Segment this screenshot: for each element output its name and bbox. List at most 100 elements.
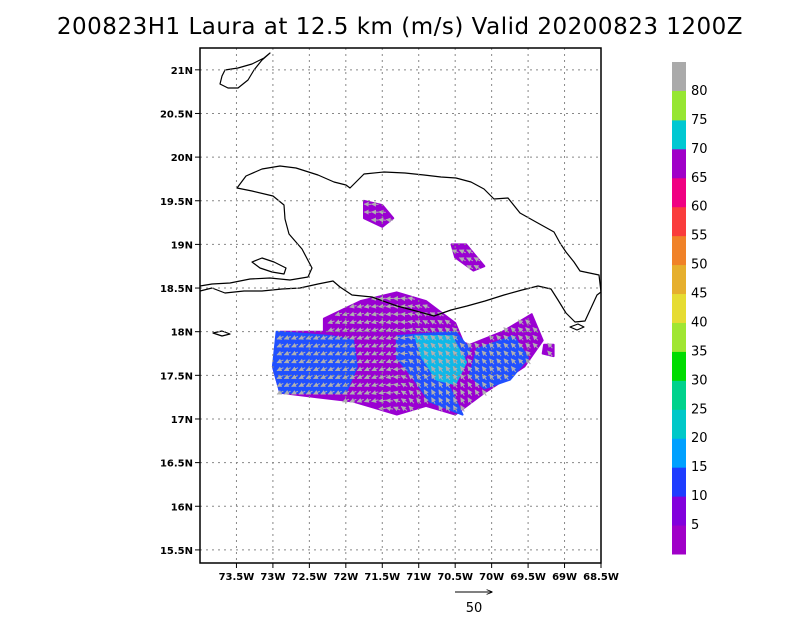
- wind-vector: [378, 398, 386, 404]
- wind-vector: [327, 335, 335, 340]
- wind-vector: [481, 350, 488, 357]
- wind-vector: [327, 374, 335, 380]
- wind-vector: [438, 405, 444, 412]
- wind-vector: [400, 405, 408, 412]
- wind-vector: [430, 342, 437, 349]
- wind-vector: [320, 342, 328, 348]
- wind-vector: [510, 358, 517, 365]
- wind-vector: [474, 366, 480, 373]
- wind-vector: [416, 389, 422, 396]
- wind-vector: [510, 366, 517, 373]
- wind-vector: [378, 209, 386, 215]
- wind-vector: [276, 382, 284, 387]
- wind-vector: [363, 311, 372, 317]
- wind-vector: [503, 366, 509, 373]
- colorbar-swatch-top: [672, 62, 686, 92]
- wind-vector: [334, 390, 342, 395]
- wind-vector: [283, 382, 291, 387]
- wind-vector: [489, 373, 495, 381]
- wind-vector: [459, 342, 466, 349]
- wind-vector: [305, 366, 313, 372]
- wind-vector: [334, 366, 342, 372]
- wind-vector: [400, 398, 408, 404]
- wind-vector: [378, 342, 386, 348]
- wind-vector: [481, 358, 487, 365]
- wind-vector: [349, 335, 357, 340]
- wind-vector: [423, 350, 429, 357]
- wind-vector: [496, 350, 502, 357]
- wind-vector: [452, 389, 458, 397]
- wind-vector: [342, 327, 350, 332]
- wind-vector: [414, 320, 423, 325]
- wind-vector: [445, 365, 451, 373]
- lat-tick-label: 16N: [171, 502, 193, 513]
- tortuga-coast: [219, 52, 271, 89]
- wind-vector: [474, 350, 480, 357]
- wind-vector: [510, 342, 517, 349]
- wind-vector: [349, 342, 357, 348]
- wind-vector: [474, 373, 480, 381]
- wind-vector: [437, 335, 444, 341]
- wind-vector: [393, 390, 401, 396]
- colorbar-label: 30: [691, 373, 708, 388]
- wind-vector: [496, 373, 502, 381]
- wind-vector: [305, 350, 313, 356]
- wind-vector: [298, 358, 306, 364]
- wind-vector: [438, 397, 444, 404]
- wind-vector: [313, 366, 321, 372]
- wind-vector: [298, 382, 306, 387]
- wind-vector: [400, 359, 408, 364]
- wind-vector: [385, 406, 394, 412]
- colorbar-swatch: [672, 148, 686, 179]
- wind-vector: [474, 358, 480, 365]
- wind-vector: [371, 327, 379, 333]
- wind-vector: [400, 335, 408, 341]
- wind-vector: [445, 350, 451, 357]
- colorbar-swatch: [672, 177, 686, 208]
- wind-vector: [518, 358, 524, 365]
- colorbar-swatch: [672, 206, 686, 237]
- lat-tick-label: 17N: [171, 415, 193, 426]
- wind-vector: [429, 319, 437, 325]
- wind-vector: [385, 217, 394, 223]
- wind-vector: [349, 350, 357, 356]
- wind-vector: [400, 382, 408, 388]
- wind-vector: [460, 405, 466, 412]
- wind-vector: [459, 358, 466, 365]
- wind-vector: [459, 365, 466, 373]
- wind-vector: [291, 366, 299, 372]
- wind-vector: [378, 366, 386, 372]
- wind-vector: [423, 365, 429, 373]
- colorbar-label: 40: [691, 316, 708, 331]
- wind-vector: [467, 342, 473, 349]
- colorbar-swatch: [672, 235, 686, 266]
- wind-vector: [525, 342, 531, 349]
- wind-vector: [385, 327, 394, 333]
- wind-vector: [438, 365, 444, 373]
- wind-vector: [364, 374, 372, 379]
- wind-vector: [356, 382, 364, 387]
- wind-vector: [408, 382, 415, 388]
- wind-vector: [371, 335, 379, 340]
- colorbar-label: 50: [691, 258, 708, 273]
- wind-vector: [452, 327, 459, 333]
- wind-vector: [393, 398, 401, 404]
- saona-island: [569, 323, 585, 331]
- wind-vector: [305, 342, 313, 348]
- wind-vector: [407, 335, 415, 341]
- wind-vector: [438, 389, 444, 397]
- wind-vector: [283, 366, 291, 372]
- wind-vector: [356, 350, 364, 356]
- wind-vector: [400, 367, 408, 372]
- lon-tick-label: 72W: [333, 572, 358, 583]
- colorbar-label: 10: [691, 489, 708, 504]
- wind-vector: [408, 405, 415, 412]
- wind-vector: [415, 342, 422, 349]
- wind-vector: [445, 335, 451, 341]
- wind-vector: [466, 265, 474, 270]
- wind-vector: [342, 366, 350, 372]
- lat-tick-label: 18N: [171, 328, 193, 339]
- wind-vector: [408, 389, 415, 396]
- wind-vector: [503, 350, 509, 357]
- lon-tick-label: 71.5W: [364, 572, 400, 583]
